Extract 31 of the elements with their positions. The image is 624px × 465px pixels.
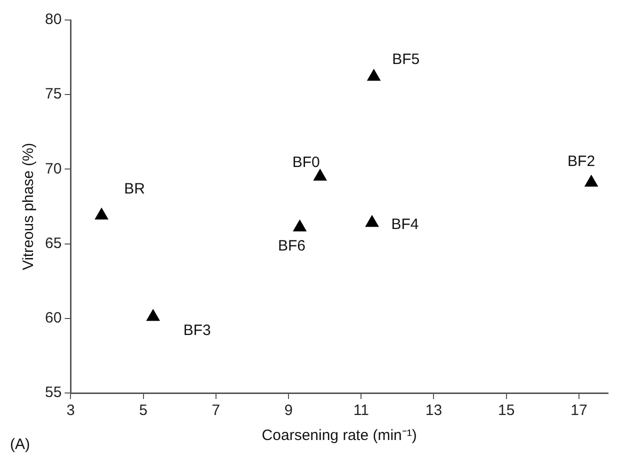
annotation: BF2 [568, 152, 596, 170]
y-tick-label: 60 [44, 310, 62, 327]
annotation: BR [124, 180, 146, 198]
y-tick-label: 80 [44, 11, 62, 28]
point [365, 215, 379, 227]
annotation: BF5 [392, 50, 420, 68]
point [367, 69, 380, 81]
x-tick-label: 15 [498, 402, 515, 420]
point [293, 220, 306, 232]
y-axis-title: Vitreous phase (%) [20, 142, 38, 270]
x-tick-label: 7 [212, 402, 220, 420]
text: (A) [10, 436, 30, 454]
annotation: BF0 [292, 154, 320, 171]
annotation: BF6 [278, 238, 306, 255]
x-tick-label: 3 [66, 402, 75, 420]
y-tick-label: 75 [44, 86, 62, 103]
point [94, 208, 108, 220]
point [314, 169, 327, 181]
x-tick-label: 5 [139, 402, 148, 420]
x-tick-label: 13 [425, 402, 442, 420]
annotation: BF4 [391, 216, 419, 234]
annotation: BF3 [183, 322, 211, 340]
point [146, 309, 160, 321]
x-tick-label: 11 [353, 402, 369, 420]
x-axis-title: Coarsening rate (min⁻¹) [262, 427, 417, 444]
point [584, 175, 598, 187]
y-tick-label: 65 [44, 234, 62, 252]
x-tick-label: 17 [570, 402, 588, 420]
y-tick-label: 55 [44, 384, 62, 402]
y-tick-label: 70 [44, 160, 62, 178]
x-tick-label: 9 [284, 402, 293, 420]
